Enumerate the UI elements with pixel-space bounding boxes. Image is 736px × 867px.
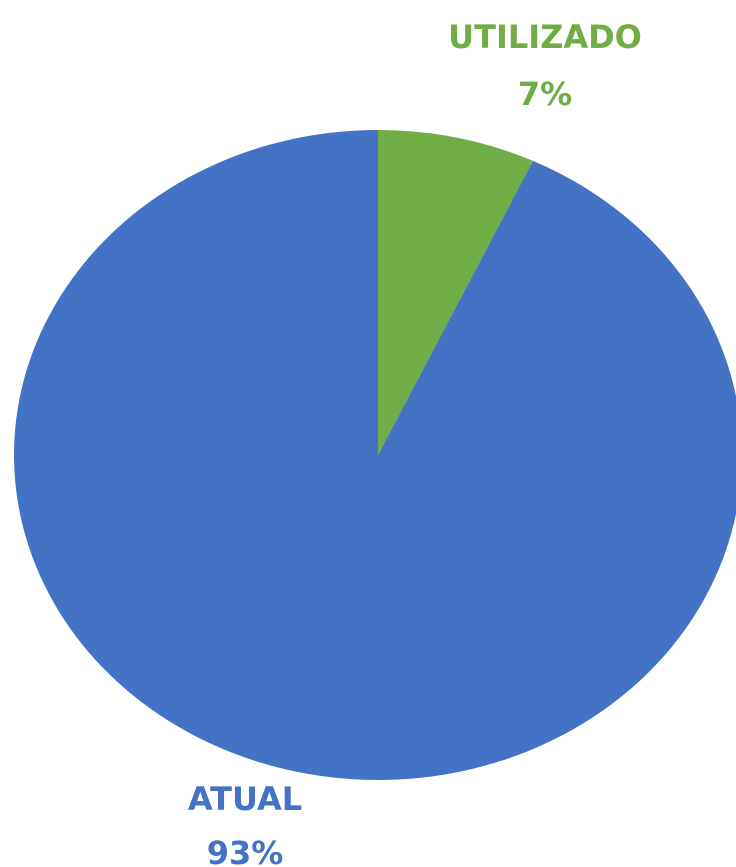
pie-slices [13,130,736,780]
slice-label-utilizado-name: UTILIZADO [448,18,642,56]
slice-label-utilizado-value: 7% [518,75,572,113]
pie-slice-atual [13,130,736,780]
slice-label-atual-value: 93% [207,834,284,867]
pie-slice-utilizado [378,130,533,455]
slice-label-atual-name: ATUAL [188,780,302,818]
